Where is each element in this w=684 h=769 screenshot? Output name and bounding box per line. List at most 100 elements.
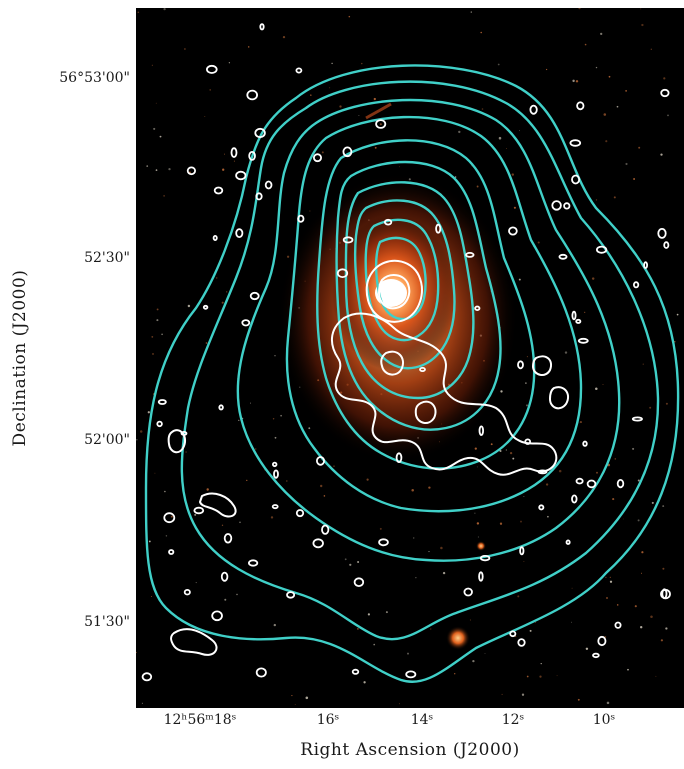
tail-contour-lobe-1 [380,350,404,376]
noise-contour [576,101,585,111]
left-contour-3 [170,628,218,656]
noise-contour [524,438,532,445]
background-star [634,605,637,608]
background-star [228,62,231,64]
background-star [348,15,351,18]
background-star [209,89,211,91]
background-star [474,447,477,450]
background-star [223,153,226,155]
background-star [385,611,388,614]
background-star [373,643,376,646]
background-star [505,449,507,451]
x-tick-label: 14ˢ [410,712,434,728]
background-star [552,200,554,202]
noise-contour [575,318,582,324]
core-contour-inner [378,274,411,310]
noise-contour [632,281,640,289]
noise-contour [342,236,354,244]
background-star [614,458,617,460]
background-star [625,162,628,166]
noise-contour [321,524,330,535]
noise-contour [186,166,197,176]
noise-contour [206,64,218,74]
noise-contour [286,591,296,599]
background-star [136,439,138,441]
noise-contour [571,494,578,504]
background-star [655,675,657,677]
background-star [564,351,568,354]
noise-contour [508,226,518,236]
background-star [155,169,158,171]
noise-contour [312,153,322,163]
background-star [168,167,171,171]
background-star [310,94,312,96]
background-star [637,519,640,522]
radio-contour-6 [335,160,502,431]
background-star [141,702,143,704]
background-star [349,563,352,566]
noise-contour [254,127,266,139]
background-star [205,342,208,344]
background-star [537,241,540,244]
background-star [616,105,619,108]
radio-contour-1 [144,64,680,683]
background-star [294,703,296,705]
background-star [625,90,627,92]
noise-contour [264,180,273,190]
background-star [238,419,240,421]
background-star [221,301,224,304]
background-star [547,515,549,518]
background-star [529,629,532,632]
noise-contour [551,200,562,211]
background-star [164,490,166,493]
background-star [415,577,417,579]
background-star [270,516,274,519]
noise-contour [246,89,258,101]
y-tick-label: 56°53'00" [59,70,130,86]
background-star [605,576,607,579]
background-star [285,480,288,482]
background-star [374,146,377,149]
background-star [642,363,644,365]
sky-image-panel [136,8,684,708]
noise-contour [342,146,353,158]
background-star [526,356,528,358]
background-star [640,572,643,574]
noise-contour [183,589,191,596]
background-star [571,587,573,589]
background-star [595,387,598,390]
background-star [153,127,156,130]
noise-contour [230,147,238,158]
background-star [640,626,643,629]
background-star [323,495,326,497]
core-contour-outer [365,260,423,323]
noise-contour [248,559,259,567]
noise-contour [259,23,265,31]
background-star [571,621,572,623]
background-star [344,558,347,561]
background-star [246,479,248,482]
background-star [523,496,525,498]
background-star [498,136,502,140]
background-star [540,662,542,665]
x-tick-label: 12ˢ [501,712,525,728]
noise-contour [312,538,324,549]
noise-contour [478,425,484,436]
background-star [399,166,401,168]
background-star [665,627,668,630]
noise-contour [435,223,442,234]
background-star [506,148,508,150]
noise-contour [180,430,188,436]
background-star [147,411,150,414]
background-star [440,546,443,550]
noise-contour [248,150,256,161]
background-star [577,698,580,701]
noise-contour [517,638,526,647]
background-star [575,80,579,83]
background-star [595,66,598,69]
background-star [663,77,666,80]
background-star [373,97,376,101]
background-star [665,402,668,405]
background-star [641,551,644,554]
noise-contour [271,504,279,510]
